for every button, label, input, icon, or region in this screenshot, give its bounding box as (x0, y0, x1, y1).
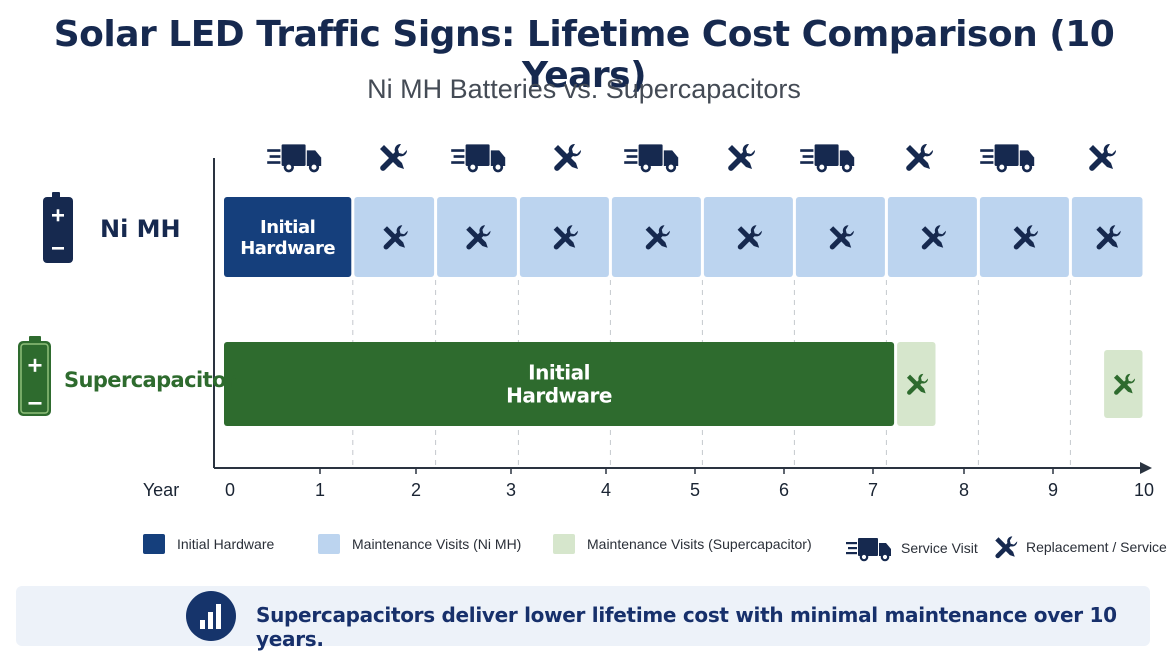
wrench-icon (737, 225, 762, 250)
x-tick-label: 9 (1048, 480, 1058, 500)
wrench-icon (1089, 143, 1117, 171)
wrench-icon (921, 225, 946, 250)
x-axis-title: Year (143, 480, 179, 500)
chart-title: Solar LED Traffic Signs: Lifetime Cost C… (53, 14, 1115, 96)
bar-chart-icon (186, 591, 236, 641)
bar-initial-hardware (224, 197, 352, 277)
truck-icon (800, 144, 855, 173)
row-label-supercapacitor: Supercapacitor (64, 368, 236, 392)
x-tick-label: 3 (506, 480, 516, 500)
legend-swatch-initial (143, 534, 165, 554)
truck-icon (624, 144, 679, 173)
x-axis-arrow (1140, 462, 1152, 474)
bar-initial-hardware (224, 342, 895, 426)
legend: Initial Hardware Maintenance Visits (Ni … (0, 534, 1168, 564)
bar-label: Hardware (506, 384, 612, 408)
wrench-icon (728, 143, 756, 171)
legend-maint-nimh: Maintenance Visits (Ni MH) (318, 534, 521, 554)
bar-label: Initial (528, 361, 590, 385)
x-tick-label: 7 (868, 480, 878, 500)
capacitor-icon (18, 336, 51, 416)
legend-replacement: Replacement / Service (992, 534, 1167, 560)
x-tick-label: 1 (315, 480, 325, 500)
legend-service: Service Visit (845, 534, 978, 562)
x-tick-label: 4 (601, 480, 611, 500)
x-tick-label: 2 (411, 480, 421, 500)
legend-swatch-maint-super (553, 534, 575, 554)
x-tick-label: 10 (1134, 480, 1154, 500)
row-label-nimh: Ni MH (100, 215, 181, 243)
wrench-icon (906, 373, 929, 395)
wrench-icon (466, 225, 491, 250)
legend-swatch-maint-nimh (318, 534, 340, 554)
legend-initial: Initial Hardware (143, 534, 274, 554)
summary-banner: Supercapacitors deliver lower lifetime c… (16, 586, 1150, 651)
x-tick-label: 5 (690, 480, 700, 500)
legend-label-replacement: Replacement / Service (1026, 539, 1167, 555)
wrench-icon (995, 536, 1018, 559)
x-tick-label: 6 (779, 480, 789, 500)
legend-label-maint-super: Maintenance Visits (Supercapacitor) (587, 536, 812, 552)
wrench-icon (906, 143, 934, 171)
chart-subtitle: Ni MH Batteries vs. Supercapacitors (367, 74, 801, 104)
wrench-icon (380, 143, 408, 171)
wrench-icon (829, 225, 854, 250)
truck-icon (846, 538, 891, 562)
wrench-icon (1096, 225, 1121, 250)
wrench-icon (1013, 225, 1038, 250)
truck-icon (980, 144, 1035, 173)
legend-label-service: Service Visit (901, 540, 978, 556)
battery-icon (43, 192, 73, 263)
bar-label: Initial (260, 217, 315, 238)
legend-maint-super: Maintenance Visits (Supercapacitor) (553, 534, 812, 554)
legend-label-initial: Initial Hardware (177, 536, 275, 552)
wrench-icon (554, 143, 582, 171)
bar-label: Hardware (240, 238, 335, 259)
wrench-icon (1113, 373, 1136, 395)
wrench-icon (383, 225, 408, 250)
legend-label-maint-nimh: Maintenance Visits (Ni MH) (352, 536, 522, 552)
x-tick-label: 8 (959, 480, 969, 500)
summary-text: Supercapacitors deliver lower lifetime c… (256, 603, 1117, 651)
wrench-icon (645, 225, 670, 250)
x-tick-label: 0 (225, 480, 235, 500)
truck-icon (267, 144, 322, 173)
truck-icon (451, 144, 506, 173)
wrench-icon (553, 225, 578, 250)
